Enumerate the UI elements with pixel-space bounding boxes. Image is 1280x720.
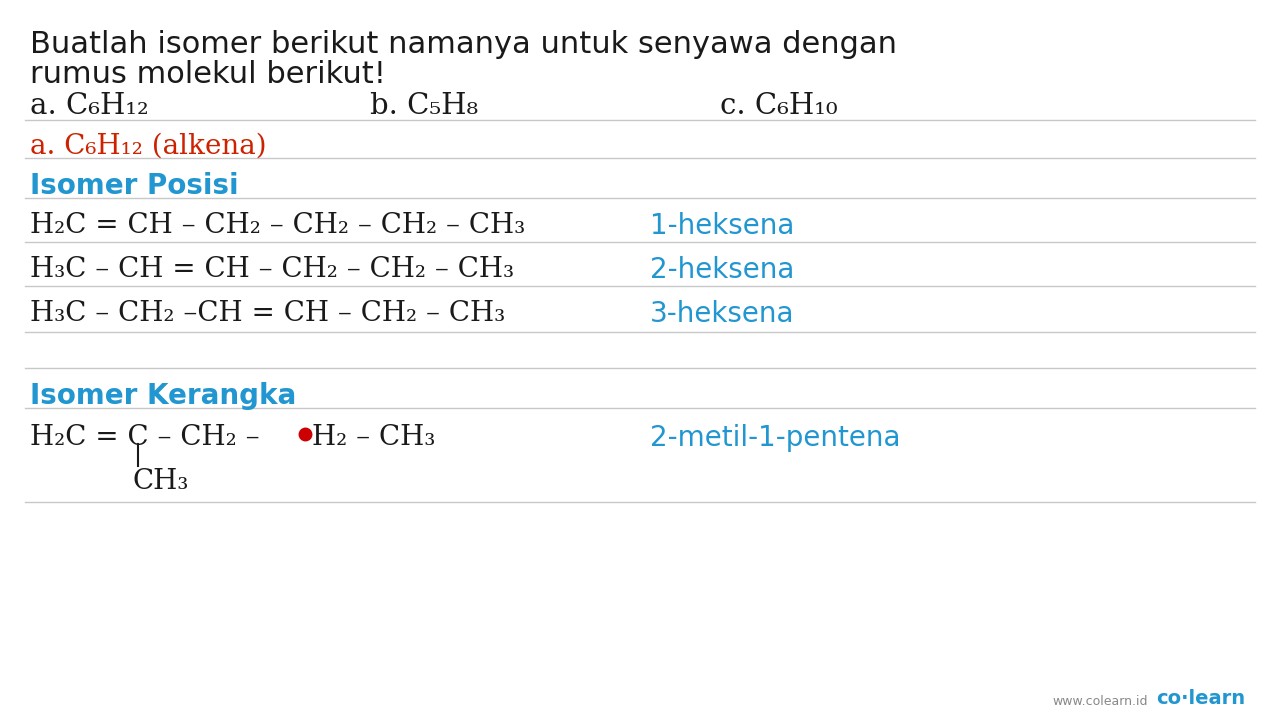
Text: CH₃: CH₃ bbox=[133, 468, 189, 495]
Text: rumus molekul berikut!: rumus molekul berikut! bbox=[29, 60, 387, 89]
Text: www.colearn.id: www.colearn.id bbox=[1052, 695, 1148, 708]
Text: Buatlah isomer berikut namanya untuk senyawa dengan: Buatlah isomer berikut namanya untuk sen… bbox=[29, 30, 897, 59]
Text: Isomer Kerangka: Isomer Kerangka bbox=[29, 382, 296, 410]
Text: a. C₆H₁₂: a. C₆H₁₂ bbox=[29, 92, 148, 120]
Text: co·learn: co·learn bbox=[1156, 689, 1245, 708]
Text: a. C₆H₁₂ (alkena): a. C₆H₁₂ (alkena) bbox=[29, 133, 266, 160]
Text: H₂ – CH₃: H₂ – CH₃ bbox=[312, 424, 435, 451]
Text: 3-heksena: 3-heksena bbox=[650, 300, 795, 328]
Text: H₂C = CH – CH₂ – CH₂ – CH₂ – CH₃: H₂C = CH – CH₂ – CH₂ – CH₂ – CH₃ bbox=[29, 212, 525, 239]
Text: Isomer Posisi: Isomer Posisi bbox=[29, 172, 238, 200]
Text: b. C₅H₈: b. C₅H₈ bbox=[370, 92, 479, 120]
Text: c. C₆H₁₀: c. C₆H₁₀ bbox=[719, 92, 837, 120]
Text: 2-metil-1-pentena: 2-metil-1-pentena bbox=[650, 424, 901, 452]
Text: 2-heksena: 2-heksena bbox=[650, 256, 795, 284]
Text: H₂C = C – CH₂ –: H₂C = C – CH₂ – bbox=[29, 424, 269, 451]
Text: H₃C – CH = CH – CH₂ – CH₂ – CH₃: H₃C – CH = CH – CH₂ – CH₂ – CH₃ bbox=[29, 256, 515, 283]
Text: H₃C – CH₂ –CH = CH – CH₂ – CH₃: H₃C – CH₂ –CH = CH – CH₂ – CH₃ bbox=[29, 300, 506, 327]
Text: 1-heksena: 1-heksena bbox=[650, 212, 795, 240]
